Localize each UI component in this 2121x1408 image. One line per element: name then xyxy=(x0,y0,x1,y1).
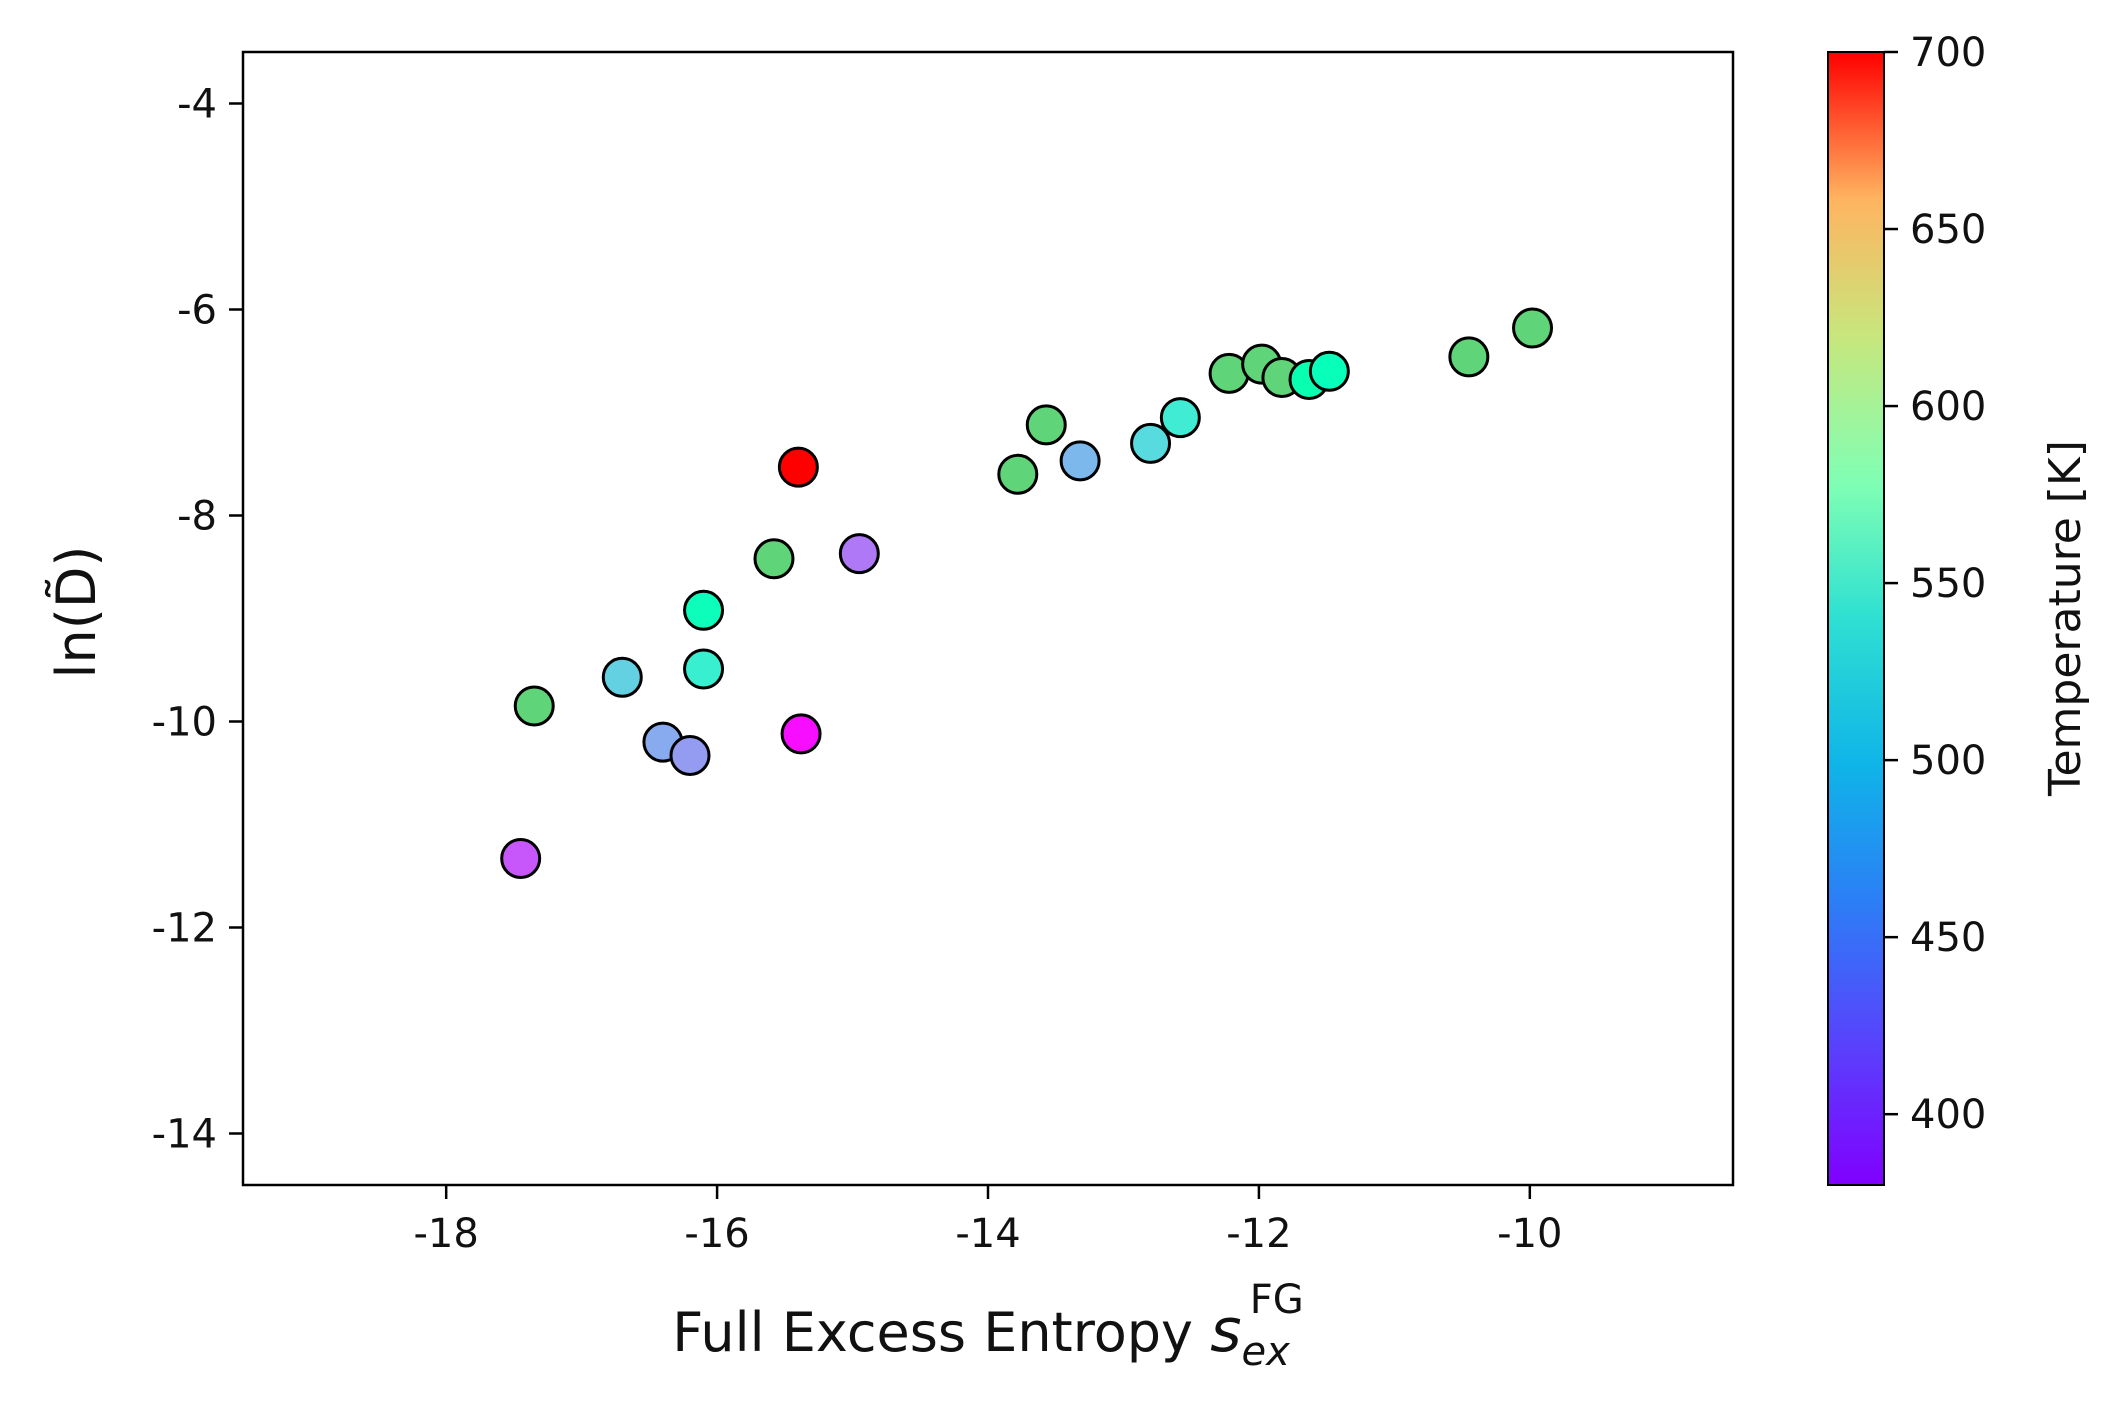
data-point xyxy=(1130,422,1172,464)
x-axis-title-symbol: s xyxy=(1210,1296,1241,1366)
y-tick-label: -10 xyxy=(152,700,217,746)
colorbar-ticks: 400 450 500 550 600 650 700 xyxy=(1884,30,1986,1138)
y-axis-title: ln(D̃) xyxy=(45,546,108,679)
data-points xyxy=(500,307,1554,879)
x-axis-title-subscript: ex xyxy=(1241,1329,1290,1375)
data-point xyxy=(601,656,643,698)
data-point xyxy=(753,538,795,580)
colorbar-tick-label: 550 xyxy=(1910,561,1986,607)
data-point xyxy=(838,533,880,575)
x-axis-ticks: -18 -16 -14 -12 -10 xyxy=(414,1185,1562,1257)
data-point xyxy=(1448,336,1490,378)
data-point xyxy=(513,685,555,727)
data-point xyxy=(500,837,542,879)
x-tick-label: -12 xyxy=(1226,1211,1291,1257)
colorbar-tick-label: 650 xyxy=(1910,207,1986,253)
data-point xyxy=(669,734,711,776)
data-point xyxy=(683,648,725,690)
x-tick-label: -14 xyxy=(955,1211,1020,1257)
data-point xyxy=(1512,307,1554,349)
data-point xyxy=(1025,404,1067,446)
plot-area-frame xyxy=(241,50,1735,1187)
data-point xyxy=(1308,350,1350,392)
x-tick-label: -18 xyxy=(414,1211,479,1257)
y-tick-label: -14 xyxy=(152,1112,217,1158)
colorbar-title: Temperature [K] xyxy=(2040,440,2091,797)
colorbar-tick-label: 500 xyxy=(1910,738,1986,784)
colorbar-tick-label: 450 xyxy=(1910,915,1986,961)
y-tick-label: -12 xyxy=(152,906,217,952)
x-axis-title-main: Full Excess Entropy xyxy=(672,1301,1210,1364)
y-tick-label: -6 xyxy=(177,288,217,334)
data-point xyxy=(777,446,819,488)
x-axis-title: Full Excess Entropy sex FG xyxy=(672,1277,1304,1375)
data-point xyxy=(1059,440,1101,482)
data-point xyxy=(1159,397,1201,439)
x-axis-title-superscript: FG xyxy=(1250,1277,1304,1323)
colorbar-gradient xyxy=(1827,51,1885,1186)
colorbar-tick-label: 700 xyxy=(1910,30,1986,76)
data-point xyxy=(997,453,1039,495)
y-tick-label: -8 xyxy=(177,494,217,540)
data-point xyxy=(683,589,725,631)
y-axis-ticks: -4 -6 -8 -10 -12 -14 xyxy=(152,82,243,1158)
data-point xyxy=(780,713,822,755)
colorbar-tick-label: 400 xyxy=(1910,1092,1986,1138)
colorbar-tick-label: 600 xyxy=(1910,384,1986,430)
x-tick-label: -16 xyxy=(684,1211,749,1257)
y-tick-label: -4 xyxy=(177,82,217,128)
x-tick-label: -10 xyxy=(1497,1211,1562,1257)
